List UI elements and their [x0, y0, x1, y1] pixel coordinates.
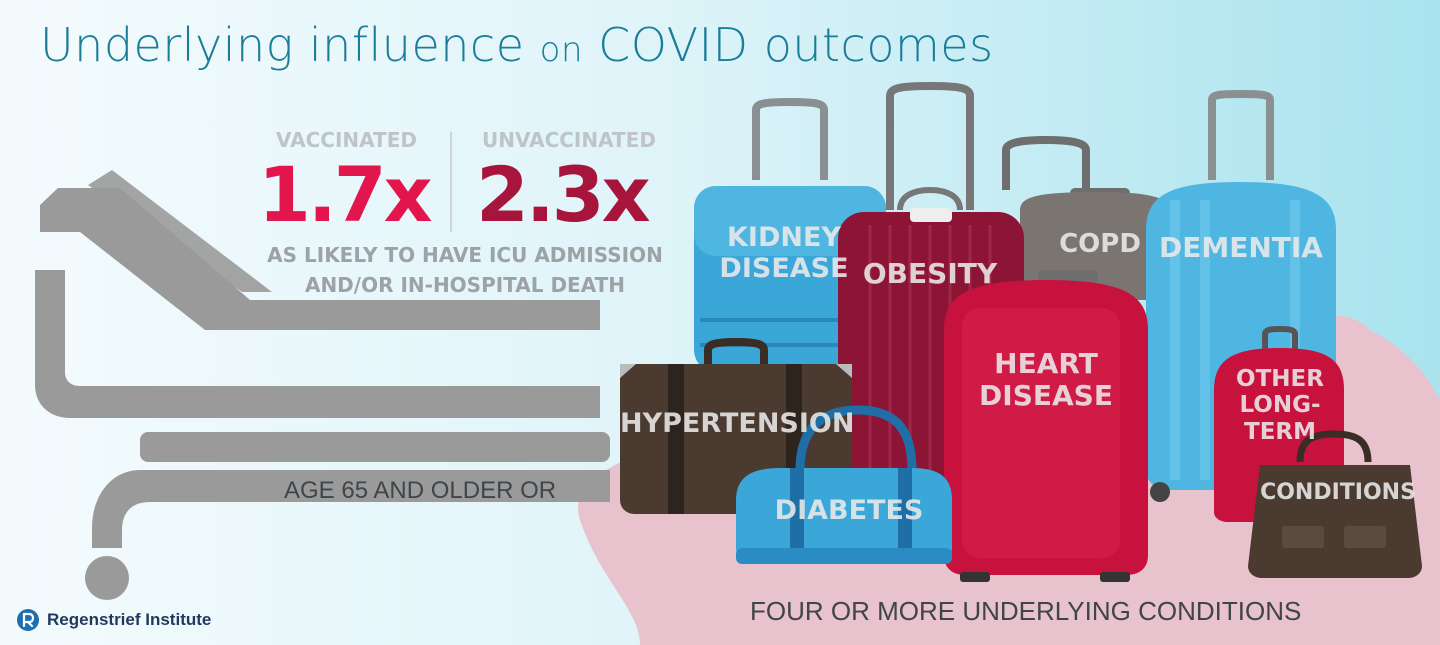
dementia-label: DEMENTIA: [1159, 231, 1323, 264]
kidney-label-line2: DISEASE: [719, 253, 849, 285]
unvaccinated-value: 2.3x: [476, 150, 651, 239]
regenstrief-logo: Regenstrief Institute: [16, 608, 211, 632]
stats-caption-line1: AS LIKELY TO HAVE ICU ADMISSION: [267, 243, 663, 267]
heart-label-line1: HEART: [994, 347, 1098, 380]
conditions-handbag-icon: [1248, 430, 1422, 578]
hypertension-label: HYPERTENSION: [620, 408, 855, 439]
kidney-label-line1: KIDNEY: [727, 222, 841, 253]
diabetes-label: DIABETES: [774, 495, 924, 526]
age-text: AGE 65 AND OLDER OR: [284, 477, 557, 504]
heart-label-line2: DISEASE: [979, 379, 1113, 413]
logo-text: Regenstrief Institute: [47, 610, 212, 629]
stats-caption-line2: AND/OR IN-HOSPITAL DEATH: [304, 273, 626, 297]
other-label-line1: OTHER: [1236, 366, 1324, 392]
other-label-line2: LONG-: [1239, 392, 1321, 419]
title-tail: COVID outcomes: [598, 18, 994, 72]
vaccinated-label: VACCINATED: [276, 128, 417, 152]
conditions-text: FOUR OR MORE UNDERLYING CONDITIONS: [750, 596, 1302, 626]
stats-divider: [450, 132, 452, 232]
unvaccinated-label: UNVACCINATED: [482, 128, 656, 152]
diabetes-duffel-bag-icon: [736, 405, 952, 564]
obesity-label: OBESITY: [862, 257, 998, 290]
page-title: Underlying influence on COVID outcomes: [40, 18, 994, 72]
other-long-term-label: OTHER LONG- TERM: [1218, 366, 1342, 445]
other-label-line3: TERM: [1244, 418, 1316, 445]
copd-label: COPD: [1059, 229, 1141, 259]
heart-disease-label: HEART DISEASE: [964, 347, 1128, 413]
stats-caption: AS LIKELY TO HAVE ICU ADMISSION AND/OR I…: [262, 240, 668, 300]
heart-disease-suitcase-icon: [944, 270, 1148, 582]
title-connector: on: [539, 30, 583, 70]
kidney-disease-label: KIDNEY DISEASE: [712, 222, 856, 284]
regenstrief-logo-icon: [17, 609, 39, 631]
conditions-label: CONDITIONS: [1260, 480, 1416, 505]
title-main: Underlying influence: [40, 18, 525, 72]
hospital-bed-icon: [35, 170, 610, 600]
vaccinated-value: 1.7x: [258, 150, 433, 239]
